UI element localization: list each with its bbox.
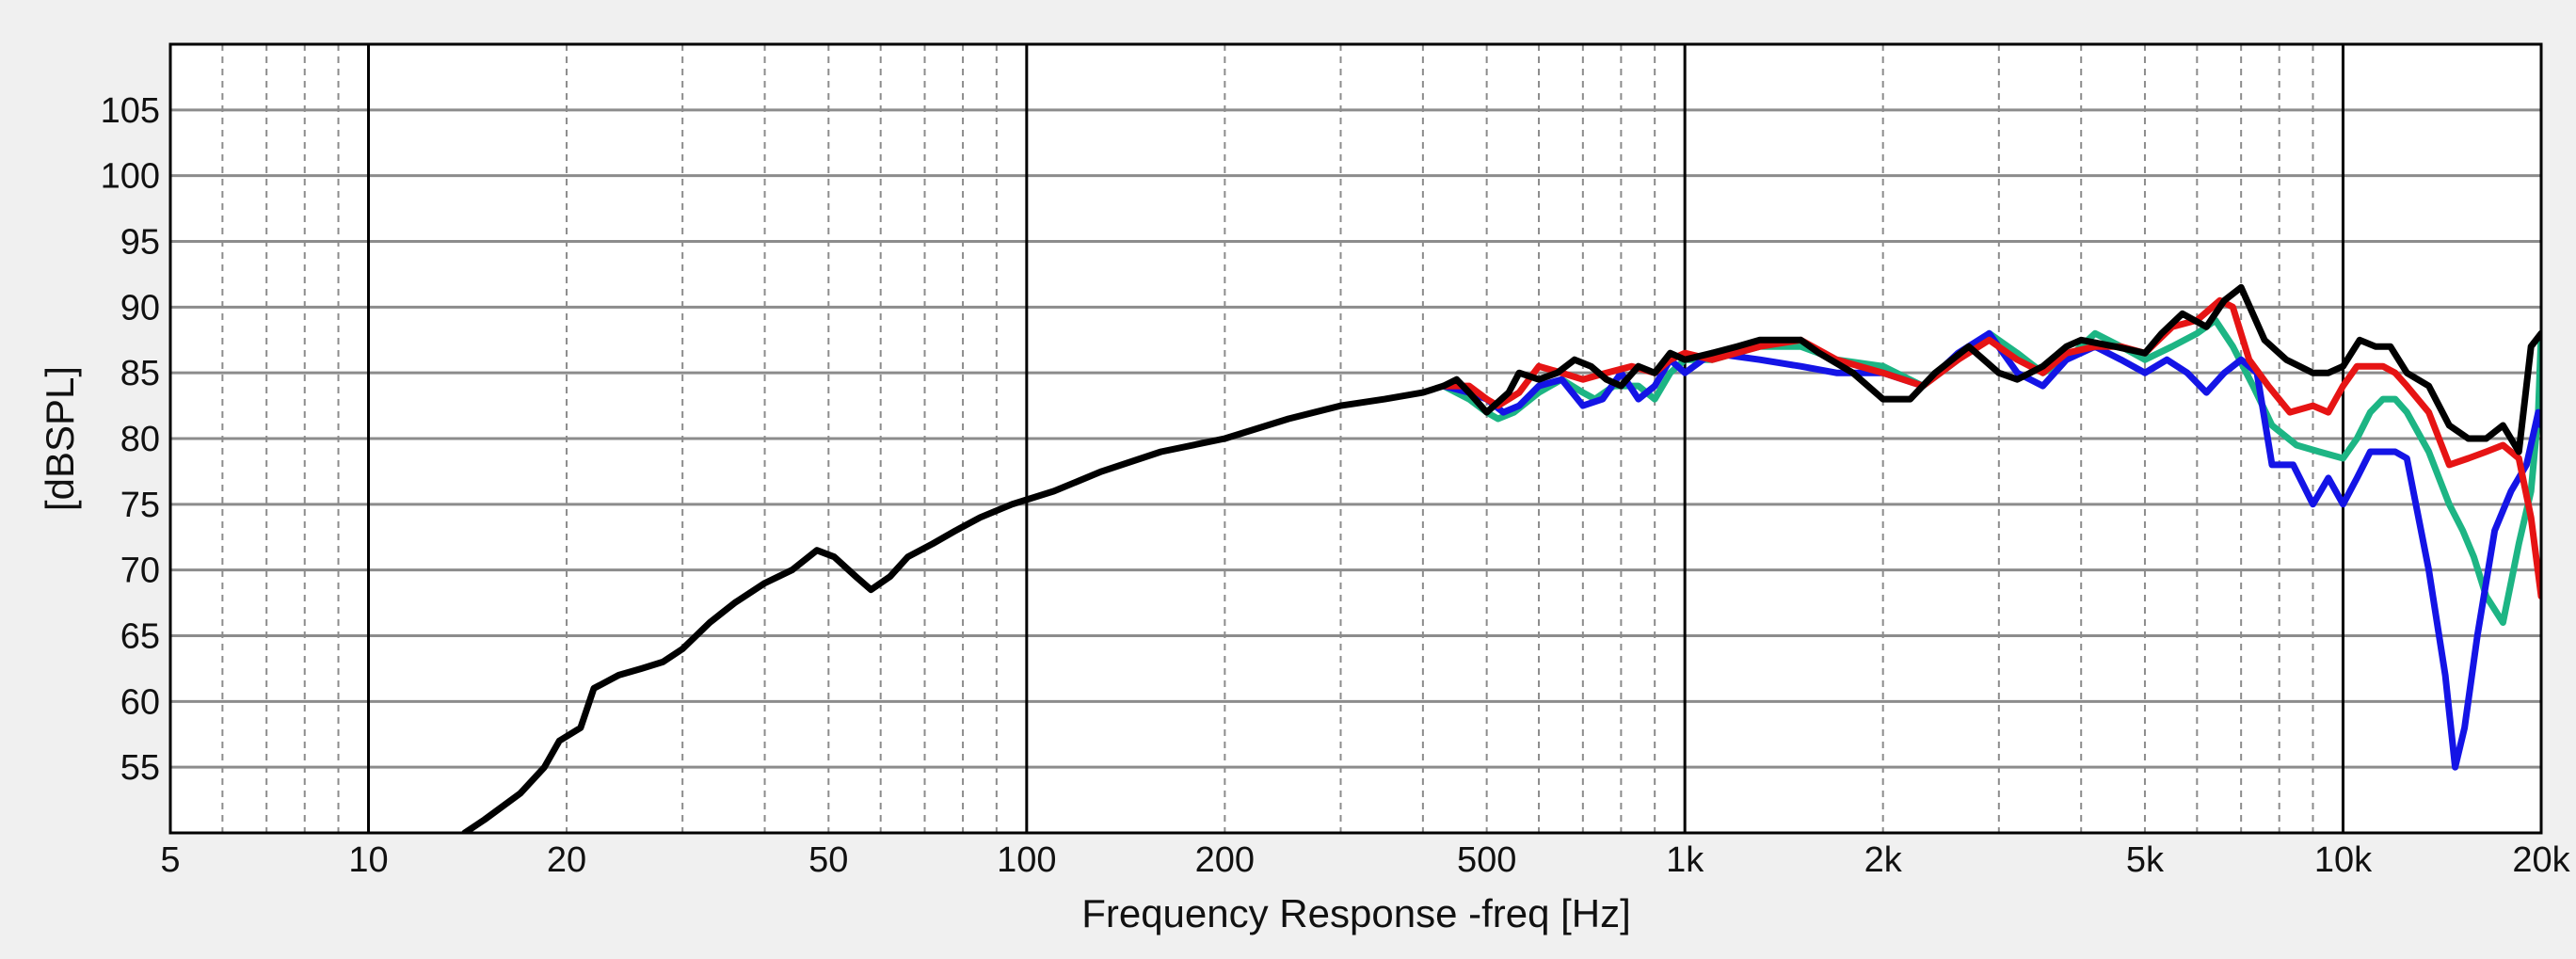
x-tick-label: 20k: [2512, 840, 2570, 880]
x-tick-label: 2k: [1864, 840, 1903, 880]
tick-label-layer: 55 60 65 70 75 80 85 90 95 100 105 5 10 20 50 100 200 500…: [101, 91, 2571, 880]
y-tick-label: 105: [101, 91, 160, 131]
y-tick-label: 55: [120, 748, 160, 788]
x-tick-label: 20: [547, 840, 586, 880]
y-tick-label: 60: [120, 682, 160, 722]
x-tick-label: 50: [808, 840, 848, 880]
y-tick-label: 90: [120, 288, 160, 328]
y-tick-label: 95: [120, 223, 160, 263]
x-axis-title: Frequency Response -freq [Hz]: [1081, 891, 1631, 935]
y-tick-label: 85: [120, 354, 160, 393]
x-tick-label: 5k: [2126, 840, 2165, 880]
x-tick-label: 1k: [1666, 840, 1704, 880]
x-tick-label: 10k: [2314, 840, 2373, 880]
x-tick-label: 10: [348, 840, 388, 880]
y-tick-label: 100: [101, 157, 160, 197]
x-tick-label: 100: [997, 840, 1056, 880]
grid-layer: [170, 44, 2541, 833]
y-axis-title: [dBSPL]: [38, 366, 82, 511]
series-line-blue: [1440, 329, 2541, 771]
y-tick-label: 75: [120, 486, 160, 525]
x-tick-label: 200: [1195, 840, 1255, 880]
y-tick-label: 80: [120, 420, 160, 459]
plot-area-frame: [168, 42, 2543, 835]
series-layer: [461, 283, 2541, 833]
y-tick-label: 70: [120, 551, 160, 591]
x-tick-label: 5: [160, 840, 180, 880]
y-tick-label: 65: [120, 617, 160, 657]
x-tick-label: 500: [1457, 840, 1516, 880]
series-line-black: [461, 283, 2541, 833]
